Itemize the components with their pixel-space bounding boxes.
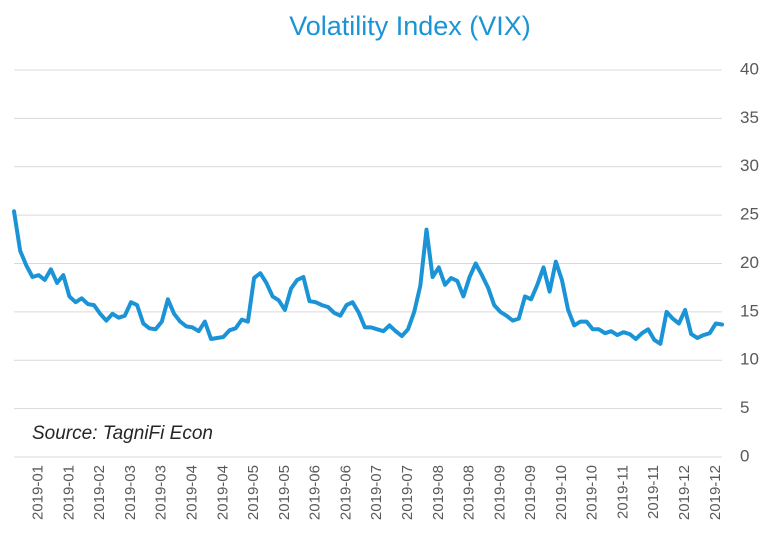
x-tick-label: 2019-01 bbox=[30, 465, 47, 520]
annotation: Source: TagniFi Econ bbox=[32, 423, 213, 444]
x-tick-label: 2019-09 bbox=[522, 465, 539, 520]
x-tick-label: 2019-07 bbox=[368, 465, 385, 520]
x-tick-label: 2019-12 bbox=[676, 465, 693, 520]
line-series bbox=[12, 209, 724, 346]
x-tick-label: 2019-08 bbox=[461, 465, 478, 520]
x-tick-label: 2019-08 bbox=[430, 465, 447, 520]
x-tick-label: 2019-02 bbox=[91, 465, 108, 520]
x-tick-label: 2019-10 bbox=[584, 465, 601, 520]
x-tick-label: 2019-03 bbox=[153, 465, 170, 520]
x-tick-label: 2019-03 bbox=[122, 465, 139, 520]
x-tick-label: 2019-11 bbox=[614, 465, 631, 519]
x-tick-label: 2019-10 bbox=[553, 465, 570, 520]
y-tick-label: 20 bbox=[740, 253, 759, 272]
x-tick-label: 2019-05 bbox=[276, 465, 293, 520]
y-tick-label: 35 bbox=[740, 108, 759, 127]
chart-title: Volatility Index (VIX) bbox=[289, 11, 531, 41]
y-tick-label: 15 bbox=[740, 301, 759, 320]
y-tick-label: 5 bbox=[740, 398, 749, 417]
x-tick-label: 2019-09 bbox=[491, 465, 508, 520]
x-tick-label: 2019-11 bbox=[645, 465, 662, 519]
x-tick-label: 2019-05 bbox=[245, 465, 262, 520]
x-tick-label: 2019-06 bbox=[307, 465, 324, 520]
x-tick-label: 2019-12 bbox=[707, 465, 724, 520]
y-tick-label: 0 bbox=[740, 446, 749, 465]
x-tick-label: 2019-01 bbox=[60, 465, 77, 520]
x-tick-label: 2019-06 bbox=[337, 465, 354, 520]
x-tick-label: 2019-04 bbox=[214, 465, 231, 520]
x-tick-label: 2019-04 bbox=[184, 465, 201, 520]
y-tick-label: 40 bbox=[740, 59, 759, 78]
y-tick-label: 25 bbox=[740, 205, 759, 224]
x-tick-label: 2019-07 bbox=[399, 465, 416, 520]
y-tick-label: 10 bbox=[740, 350, 759, 369]
y-tick-label: 30 bbox=[740, 156, 759, 175]
